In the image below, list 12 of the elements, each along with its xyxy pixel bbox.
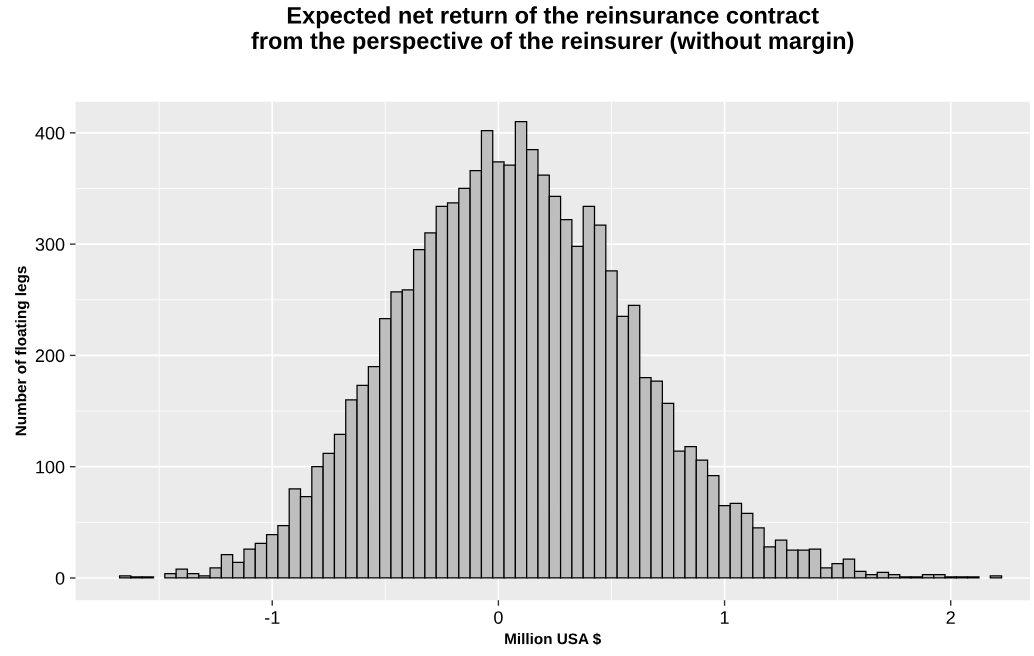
- y-tick-label: 200: [35, 349, 65, 363]
- chart-title: Expected net return of the reinsurance contract from the perspective of the reinsurer (without margin): [251, 6, 854, 54]
- x-tick-label: 0: [494, 611, 503, 624]
- x-tick-label: 2: [946, 611, 955, 624]
- x-tick-label: -1: [265, 611, 280, 624]
- x-tick-label: 1: [720, 611, 729, 624]
- y-tick-label: 100: [36, 460, 65, 474]
- x-axis-title: Million USA $: [505, 632, 601, 646]
- y-tick-label: 400: [35, 126, 65, 140]
- y-tick-label: 0: [55, 571, 65, 585]
- y-tick-label: 300: [35, 238, 65, 251]
- y-axis-title: Number of floating legs: [15, 266, 30, 436]
